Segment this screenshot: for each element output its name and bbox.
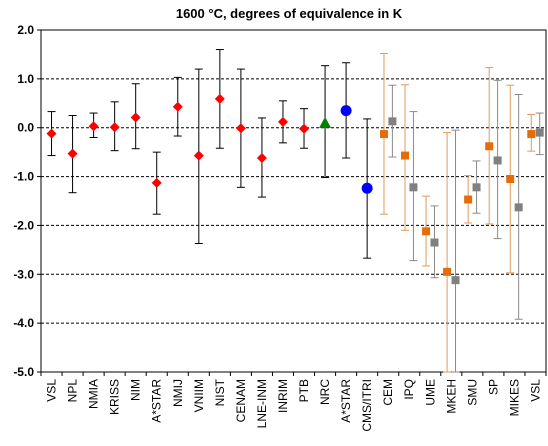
data-point-square [409, 183, 418, 192]
data-point-square [527, 130, 536, 139]
x-tick-label: IPQ [402, 379, 416, 400]
x-tick-label: NPL [66, 379, 80, 403]
data-point-diamond [88, 121, 99, 132]
x-tick-label: MKEH [444, 379, 458, 414]
data-point-diamond [46, 128, 57, 139]
chart-title: 1600 °C, degrees of equivalence in K [176, 6, 403, 21]
y-tick-label: -4.0 [13, 316, 34, 330]
x-tick-label: KRISS [108, 379, 122, 415]
x-tick-label: VSL [45, 379, 59, 402]
data-point-diamond [109, 122, 120, 133]
grid-lines [41, 78, 546, 324]
data-point-square [388, 117, 397, 126]
x-tick-label: CMS/ITRI [360, 379, 374, 432]
x-tick-label: INRIM [276, 379, 290, 413]
data-point-diamond [299, 123, 310, 134]
x-tick-label: VSL [528, 379, 542, 402]
y-tick-label: -2.0 [13, 218, 34, 232]
y-tick-label: -5.0 [13, 365, 34, 379]
data-point-square [472, 183, 481, 192]
x-tick-label: A*STAR [150, 379, 164, 423]
data-point-square [451, 276, 460, 285]
data-point-circle [340, 105, 352, 117]
x-tick-label: NMIA [87, 379, 101, 409]
y-tick-label: 1.0 [17, 72, 34, 86]
data-point-diamond [172, 101, 183, 112]
x-tick-label: UME [423, 379, 437, 406]
data-markers [46, 93, 544, 285]
data-point-diamond [130, 112, 141, 123]
x-tick-label: NRC [318, 379, 332, 405]
data-point-square [464, 195, 473, 204]
data-point-square [535, 128, 544, 137]
x-tick-label: NIST [213, 378, 227, 406]
data-point-triangle [319, 116, 332, 128]
y-tick-label: 0.0 [17, 121, 34, 135]
data-point-diamond [151, 177, 162, 188]
x-tick-label: NMIJ [171, 379, 185, 407]
data-point-square [514, 203, 523, 212]
data-point-diamond [277, 116, 288, 127]
data-point-diamond [235, 123, 246, 134]
data-point-diamond [256, 153, 267, 164]
x-axis: VSL NPL NMIA KRISS NIM A*STAR NMIJ VNIIM NIST CEN… [40, 372, 547, 432]
data-point-square [422, 227, 431, 236]
x-tick-label: MIKES [507, 379, 521, 416]
x-tick-label: PTB [297, 379, 311, 402]
data-point-square [485, 142, 494, 151]
x-tick-label: LNE-INM [255, 379, 269, 428]
y-tick-label: 2.0 [17, 23, 34, 37]
data-point-diamond [67, 148, 78, 159]
data-point-diamond [193, 150, 204, 161]
x-tick-label: NIM [129, 379, 143, 401]
data-point-diamond [214, 93, 225, 104]
y-tick-label: -1.0 [13, 170, 34, 184]
data-point-square [493, 156, 502, 165]
data-point-square [379, 130, 388, 139]
x-tick-label: SMU [465, 379, 479, 406]
data-point-square [443, 267, 452, 276]
x-tick-label: CENAM [234, 379, 248, 422]
data-point-square [506, 175, 515, 184]
x-tick-label: VNIIM [192, 379, 206, 412]
x-tick-label: CEM [381, 379, 395, 406]
x-tick-label: A*STAR [339, 379, 353, 423]
data-point-square [430, 238, 439, 247]
y-tick-label: -3.0 [13, 267, 34, 281]
y-axis: -5.0 -4.0 -3.0 -2.0 -1.0 0.0 1.0 2.0 [13, 23, 41, 379]
x-tick-label: SP [486, 379, 500, 395]
data-point-circle [361, 182, 373, 194]
data-point-square [401, 151, 410, 160]
